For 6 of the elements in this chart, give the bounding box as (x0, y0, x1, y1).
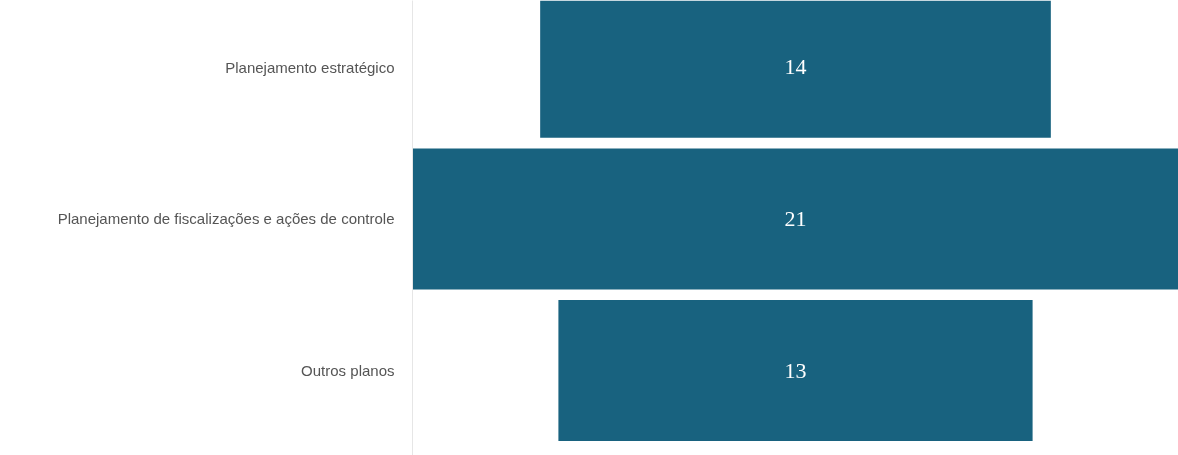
category-label: Outros planos (301, 362, 395, 380)
category-label: Planejamento estratégico (225, 58, 395, 76)
category-label: Planejamento de fiscalizações e ações de controle (57, 210, 395, 228)
data-label: 13 (784, 357, 807, 383)
data-label: 14 (784, 54, 807, 80)
data-label: 21 (784, 205, 807, 231)
